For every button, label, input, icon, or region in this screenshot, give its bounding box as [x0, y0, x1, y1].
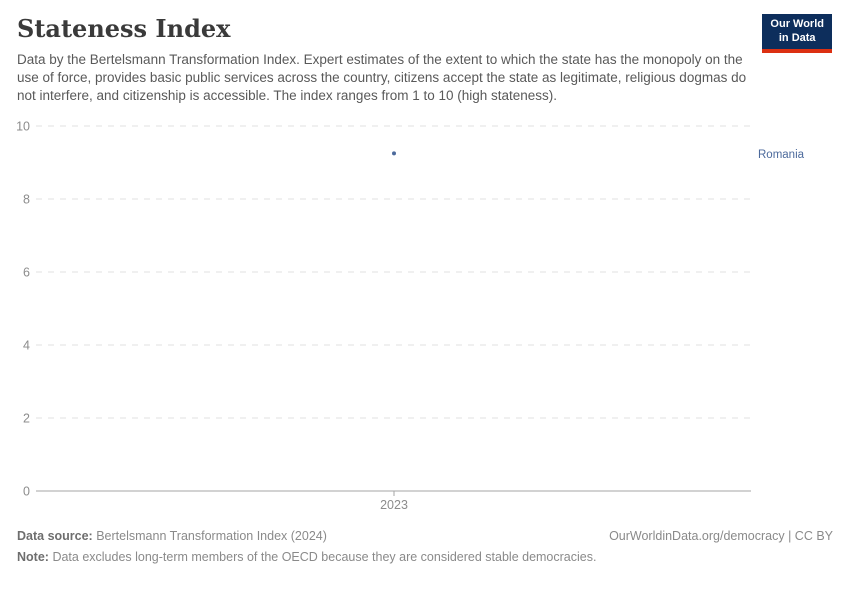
owid-logo[interactable]: Our World in Data: [762, 14, 832, 53]
y-tick-label-6: 6: [23, 266, 30, 280]
owid-logo-line2: in Data: [778, 31, 816, 44]
note-text: Data excludes long-term members of the O…: [52, 550, 597, 564]
chart-footer: Data source: Bertelsmann Transformation …: [0, 528, 850, 565]
data-source-label: Data source:: [17, 529, 93, 543]
data-source-line: Data source: Bertelsmann Transformation …: [17, 528, 327, 544]
y-tick-label-10: 10: [16, 120, 30, 134]
chart-svg: 0 2 4 6 8 10 2023 Romania: [16, 120, 805, 513]
page-title: Stateness Index: [17, 14, 231, 43]
owid-credit-link[interactable]: OurWorldinData.org/democracy | CC BY: [609, 529, 833, 543]
chart-subtitle: Data by the Bertelsmann Transformation I…: [17, 52, 747, 103]
y-tick-label-8: 8: [23, 193, 30, 207]
entity-label-romania[interactable]: Romania: [758, 149, 805, 161]
chart-header: Stateness Index Data by the Bertelsmann …: [0, 0, 850, 105]
y-tick-label-2: 2: [23, 412, 30, 426]
y-tick-label-0: 0: [23, 485, 30, 499]
x-tick-label-2023: 2023: [380, 498, 408, 512]
data-point-romania[interactable]: [392, 151, 396, 156]
data-source-link[interactable]: Bertelsmann Transformation Index (2024): [96, 529, 327, 543]
note-label: Note:: [17, 550, 49, 564]
note-line: Note: Data excludes long-term members of…: [17, 549, 833, 565]
y-tick-label-4: 4: [23, 339, 30, 353]
owid-logo-line1: Our World: [770, 18, 824, 30]
chart-plot-area: 0 2 4 6 8 10 2023 Romania: [0, 118, 850, 518]
